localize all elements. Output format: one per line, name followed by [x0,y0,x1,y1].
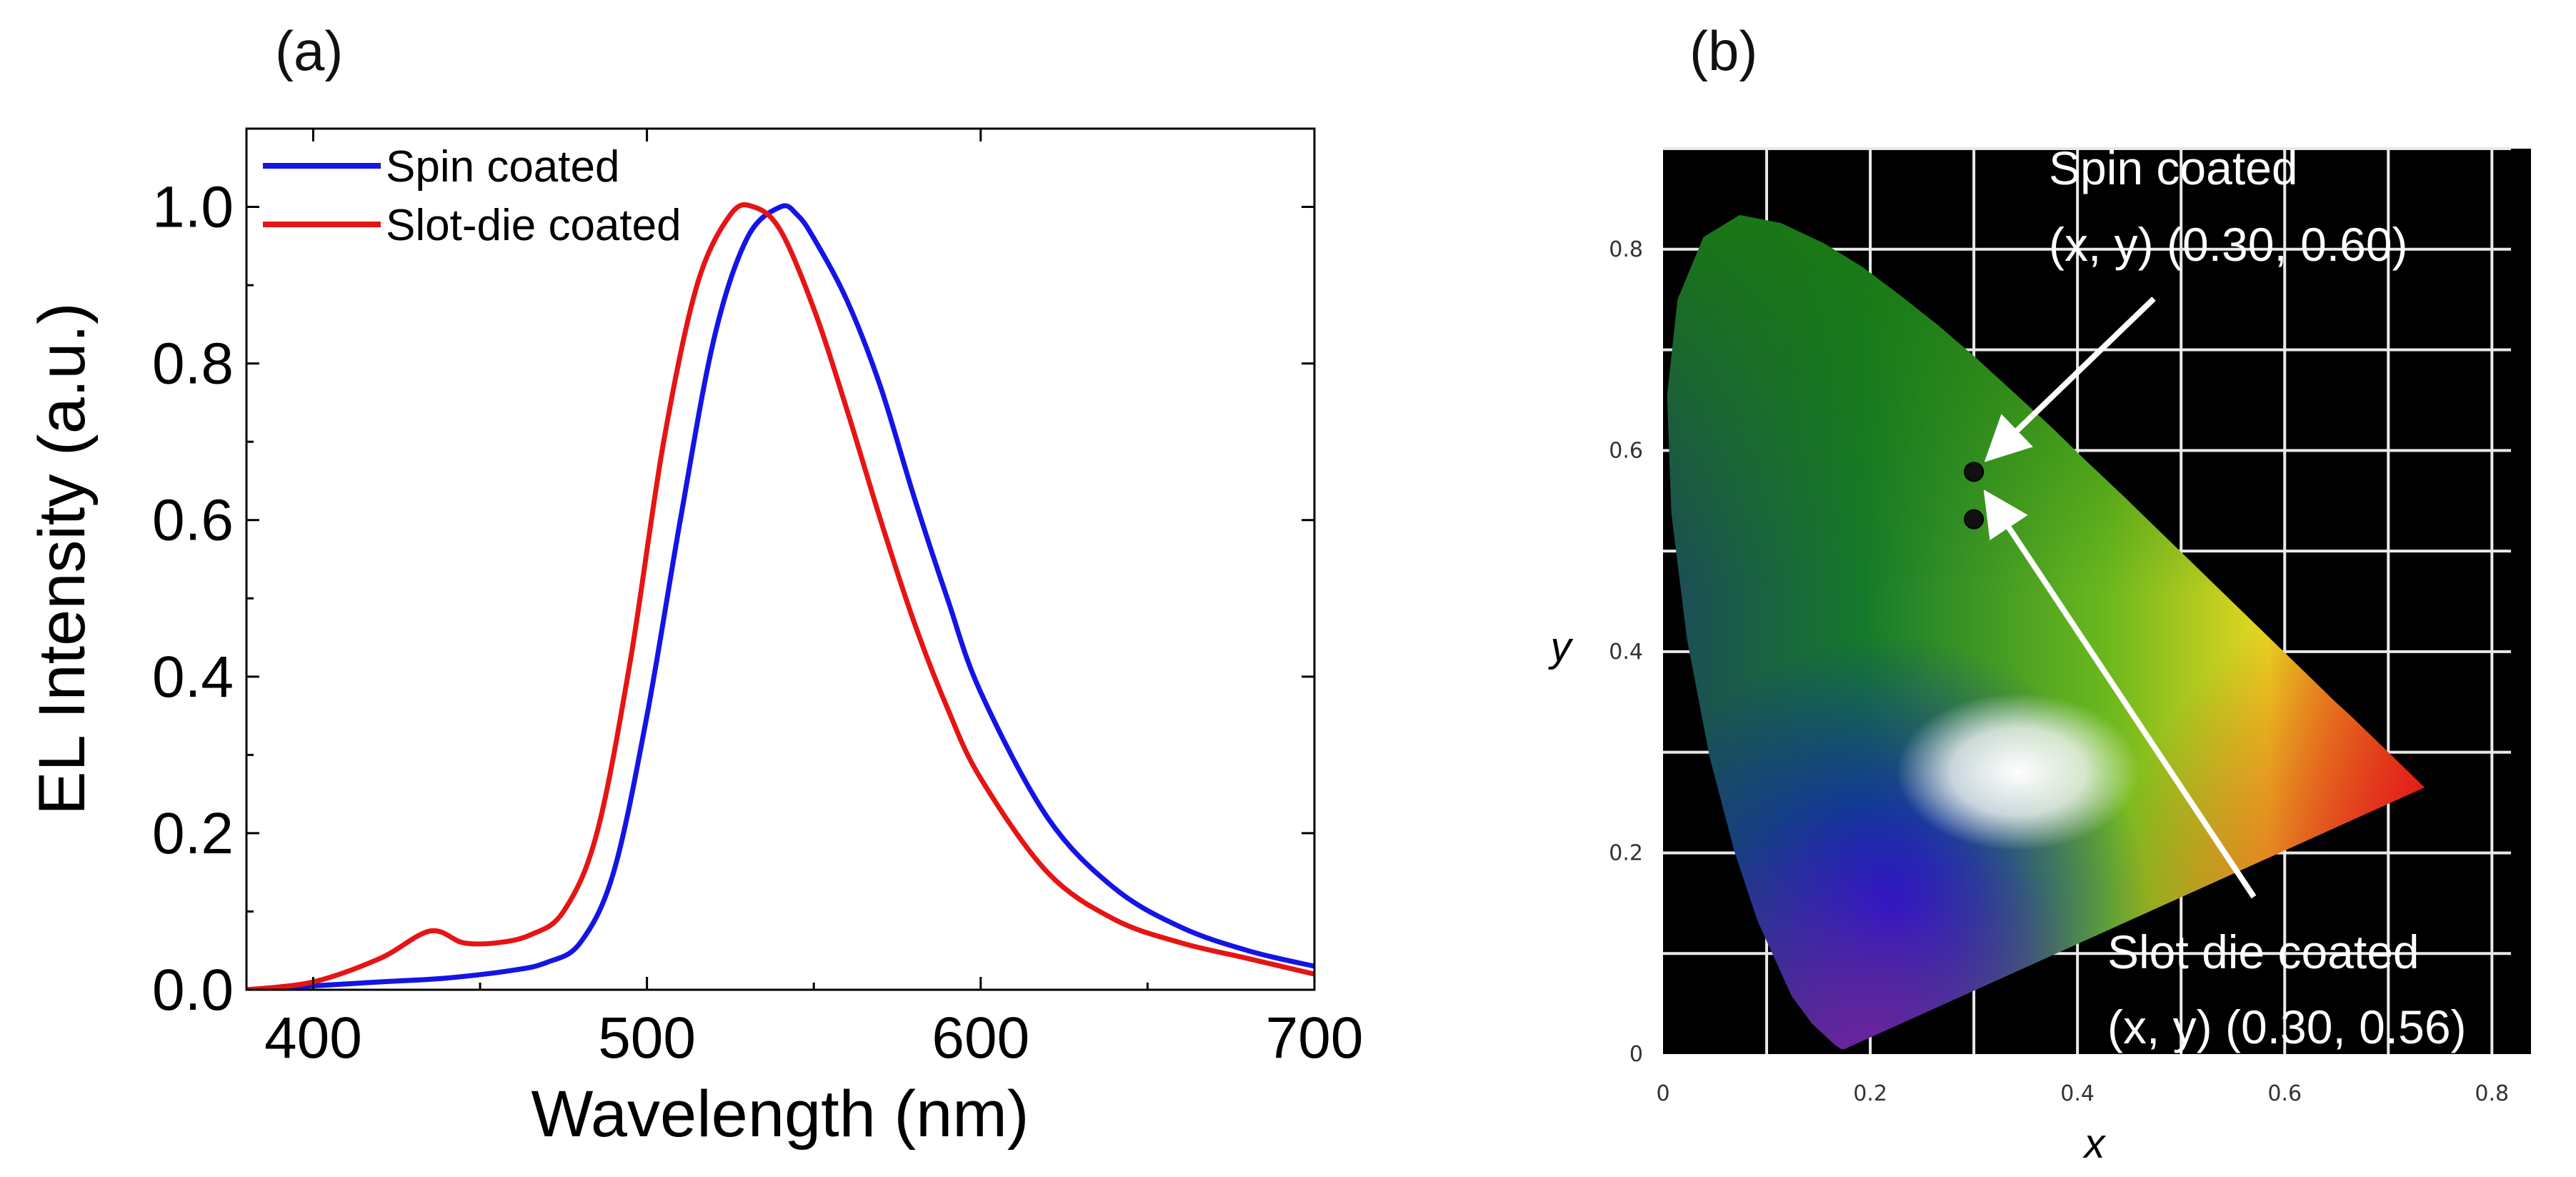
y-tick-label: 0.6 [152,488,234,553]
cie-x-tick-label: 0.6 [2267,1081,2302,1106]
annotation-slot-die-coated-coords: (x, y) (0.30, 0.56) [2107,1000,2467,1053]
annotation-slot-die-coated-title: Slot die coated [2107,925,2420,978]
y-tick-label: 0.2 [152,801,234,866]
legend-label-spin-coated: Spin coated [386,142,619,192]
arrow-spin-coated [1984,297,2156,462]
annotation-spin-coated-coords: (x, y) (0.30, 0.60) [2049,218,2408,271]
cie-y-axis-title: y [1548,624,1574,670]
cie-ticks: 0 0.2 0.4 0.6 0.8 0 0.2 0.4 0.6 0.8 [1609,237,2509,1106]
cie-point-slot-die-coated [1964,509,1985,530]
cie-point-spin-coated [1964,462,1985,482]
cie-y-tick-label: 0.4 [1609,640,1643,665]
panel-a-x-axis-title: Wavelength (nm) [531,1078,1029,1151]
cie-x-tick-label: 0.2 [1853,1081,1887,1106]
y-tick-label: 1.0 [152,175,234,240]
arrow-slot-die-coated [1983,490,2257,899]
panel-b: (b) 0 0.2 0.4 0.6 0.8 0 0.2 0.4 0.6 0.8 x y Spin … [1548,19,2531,1167]
x-tick-label: 600 [932,1005,1029,1071]
legend-label-slot-die-coated: Slot-die coated [386,201,682,250]
cie-x-tick-label: 0.4 [2060,1081,2095,1106]
cie-x-tick-label: 0.8 [2475,1081,2509,1106]
series-line-spin-coated [246,203,1314,990]
cie-x-tick-label: 0 [1656,1081,1669,1106]
panel-a-label: (a) [275,19,343,82]
panel-b-label: (b) [1689,19,1757,82]
x-tick-label: 400 [264,1005,362,1071]
cie-white-point [1897,693,2140,850]
panel-a-ticks: 400 500 600 700 0.0 0.2 0.4 0.6 0.8 1.0 [152,127,1364,1071]
panel-a-y-axis-title: EL Intensity (a.u.) [26,302,99,815]
cie-y-tick-label: 0.2 [1609,840,1643,865]
cie-y-tick-label: 0.6 [1609,438,1643,463]
x-tick-label: 500 [598,1005,696,1071]
panel-a-plot-frame [245,127,1316,991]
cie-x-axis-title: x [2082,1121,2107,1167]
series-line-slot-die-coated [246,202,1314,990]
cie-points [1964,462,1985,530]
panel-a: (a) 400 500 600 700 0.0 0.2 0.4 0.6 0.8 1.0 Wavel… [26,19,1363,1151]
panel-a-legend: Spin coated Slot-die coated [263,142,682,250]
y-tick-label: 0.8 [152,332,234,397]
cie-y-tick-label: 0 [1629,1042,1643,1067]
cie-y-tick-label: 0.8 [1609,237,1643,262]
annotation-spin-coated-title: Spin coated [2049,141,2298,194]
panel-a-series [246,202,1314,990]
x-tick-label: 700 [1266,1005,1364,1071]
y-tick-label: 0.0 [152,958,234,1023]
y-tick-label: 0.4 [152,645,234,710]
